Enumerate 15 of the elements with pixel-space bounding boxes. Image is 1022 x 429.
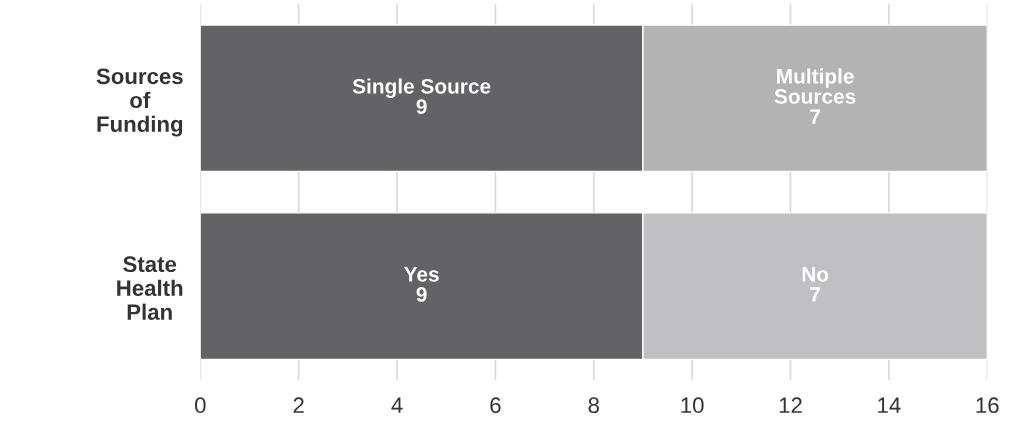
x-tick-label: 14 — [878, 397, 901, 413]
data-label: Yes 9 — [404, 267, 439, 302]
y-tick-label: State Health Plan — [117, 256, 183, 320]
x-tick-label: 2 — [293, 397, 304, 413]
x-tick-label: 6 — [490, 397, 501, 414]
x-tick-label: 4 — [391, 397, 403, 413]
x-tick-label: 8 — [588, 397, 599, 414]
x-tick-label: 0 — [195, 397, 206, 414]
data-label: Single Source 9 — [352, 78, 491, 114]
x-tick-label: 10 — [681, 397, 704, 414]
x-tick-label: 12 — [779, 397, 802, 413]
x-tick-label: 16 — [976, 397, 999, 414]
data-label: No 7 — [802, 267, 829, 302]
data-label: Multiple Sources 7 — [774, 68, 856, 124]
y-tick-label: Sources of Funding — [96, 68, 183, 137]
